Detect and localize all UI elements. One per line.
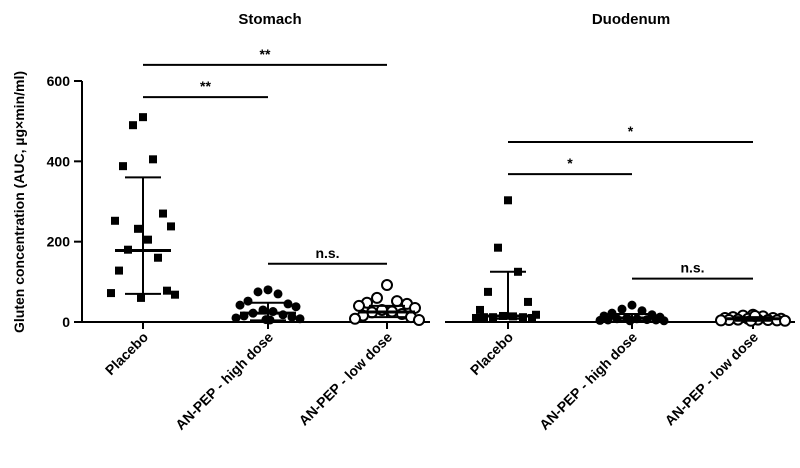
data-point (107, 289, 115, 298)
y-tick-label: 600 (47, 73, 71, 89)
x-tick-label: AN-PEP - high dose (172, 329, 276, 433)
group-0: Placebo (102, 113, 179, 378)
group-1: AN-PEP - high dose (536, 300, 669, 433)
data-point (137, 293, 145, 302)
data-point (171, 290, 179, 299)
data-point (779, 314, 791, 327)
group-0: Placebo (467, 196, 540, 378)
data-point (295, 314, 305, 324)
data-point (243, 296, 253, 306)
y-tick-label: 0 (62, 314, 70, 330)
data-point (273, 289, 283, 299)
data-point (139, 113, 147, 122)
y-tick-label: 400 (47, 153, 71, 169)
data-point (283, 299, 293, 309)
group-1: AN-PEP - high dose (172, 285, 305, 433)
data-point (504, 196, 512, 205)
data-point (263, 285, 273, 295)
data-point (484, 287, 492, 296)
data-point (111, 216, 119, 225)
data-point (413, 313, 425, 326)
x-tick-label: Placebo (467, 329, 516, 378)
data-point (235, 300, 245, 310)
data-point (253, 287, 263, 297)
data-point (524, 297, 532, 306)
data-point (278, 310, 288, 320)
data-point (472, 313, 480, 322)
data-point (349, 312, 361, 325)
data-point (149, 155, 157, 164)
group-2: AN-PEP - low dose (295, 279, 425, 429)
significance-label: ** (200, 78, 211, 94)
y-tick-label: 200 (47, 234, 71, 250)
significance-label: n.s. (680, 260, 704, 276)
data-point (381, 279, 393, 292)
x-tick-label: AN-PEP - low dose (661, 329, 761, 429)
significance-label: * (567, 155, 573, 171)
data-point (715, 314, 727, 327)
y-axis-label: Gluten concentration (AUC, µg×min/ml) (11, 71, 27, 333)
data-point (159, 209, 167, 218)
significance-label: * (628, 123, 634, 139)
data-point (115, 266, 123, 275)
significance-label: n.s. (315, 245, 339, 261)
data-point (291, 302, 301, 312)
data-point (494, 243, 502, 252)
data-point (627, 300, 637, 310)
data-point (595, 315, 605, 325)
data-point (129, 121, 137, 130)
significance-label: ** (260, 46, 271, 62)
x-tick-label: AN-PEP - high dose (536, 329, 640, 433)
data-point (659, 316, 669, 326)
data-point (391, 295, 403, 308)
group-2: AN-PEP - low dose (661, 308, 791, 429)
panel-title: Duodenum (592, 11, 670, 28)
data-point (154, 253, 162, 262)
data-point (231, 313, 241, 323)
data-point (268, 307, 278, 317)
x-tick-label: AN-PEP - low dose (295, 329, 395, 429)
data-point (353, 299, 365, 312)
data-point (371, 291, 383, 304)
panel-title: Stomach (238, 11, 301, 28)
data-point (528, 313, 536, 322)
data-point (163, 286, 171, 295)
data-point (287, 312, 297, 322)
panel-stomach: Stomach Placebo AN-PEP - high dose AN-PEP -… (82, 11, 430, 433)
data-point (119, 162, 127, 171)
data-point (617, 304, 627, 314)
data-point (642, 315, 652, 325)
x-tick-label: Placebo (102, 329, 151, 378)
panel-duodenum: Duodenum Placebo AN-PEP - high dose AN-PEP … (445, 11, 795, 433)
data-point (476, 305, 484, 314)
data-point (134, 224, 142, 233)
data-point (167, 222, 175, 231)
plot-area: 0 200 400 600 Stomach Placebo AN-PEP - high do… (47, 11, 795, 433)
data-point (144, 235, 152, 244)
